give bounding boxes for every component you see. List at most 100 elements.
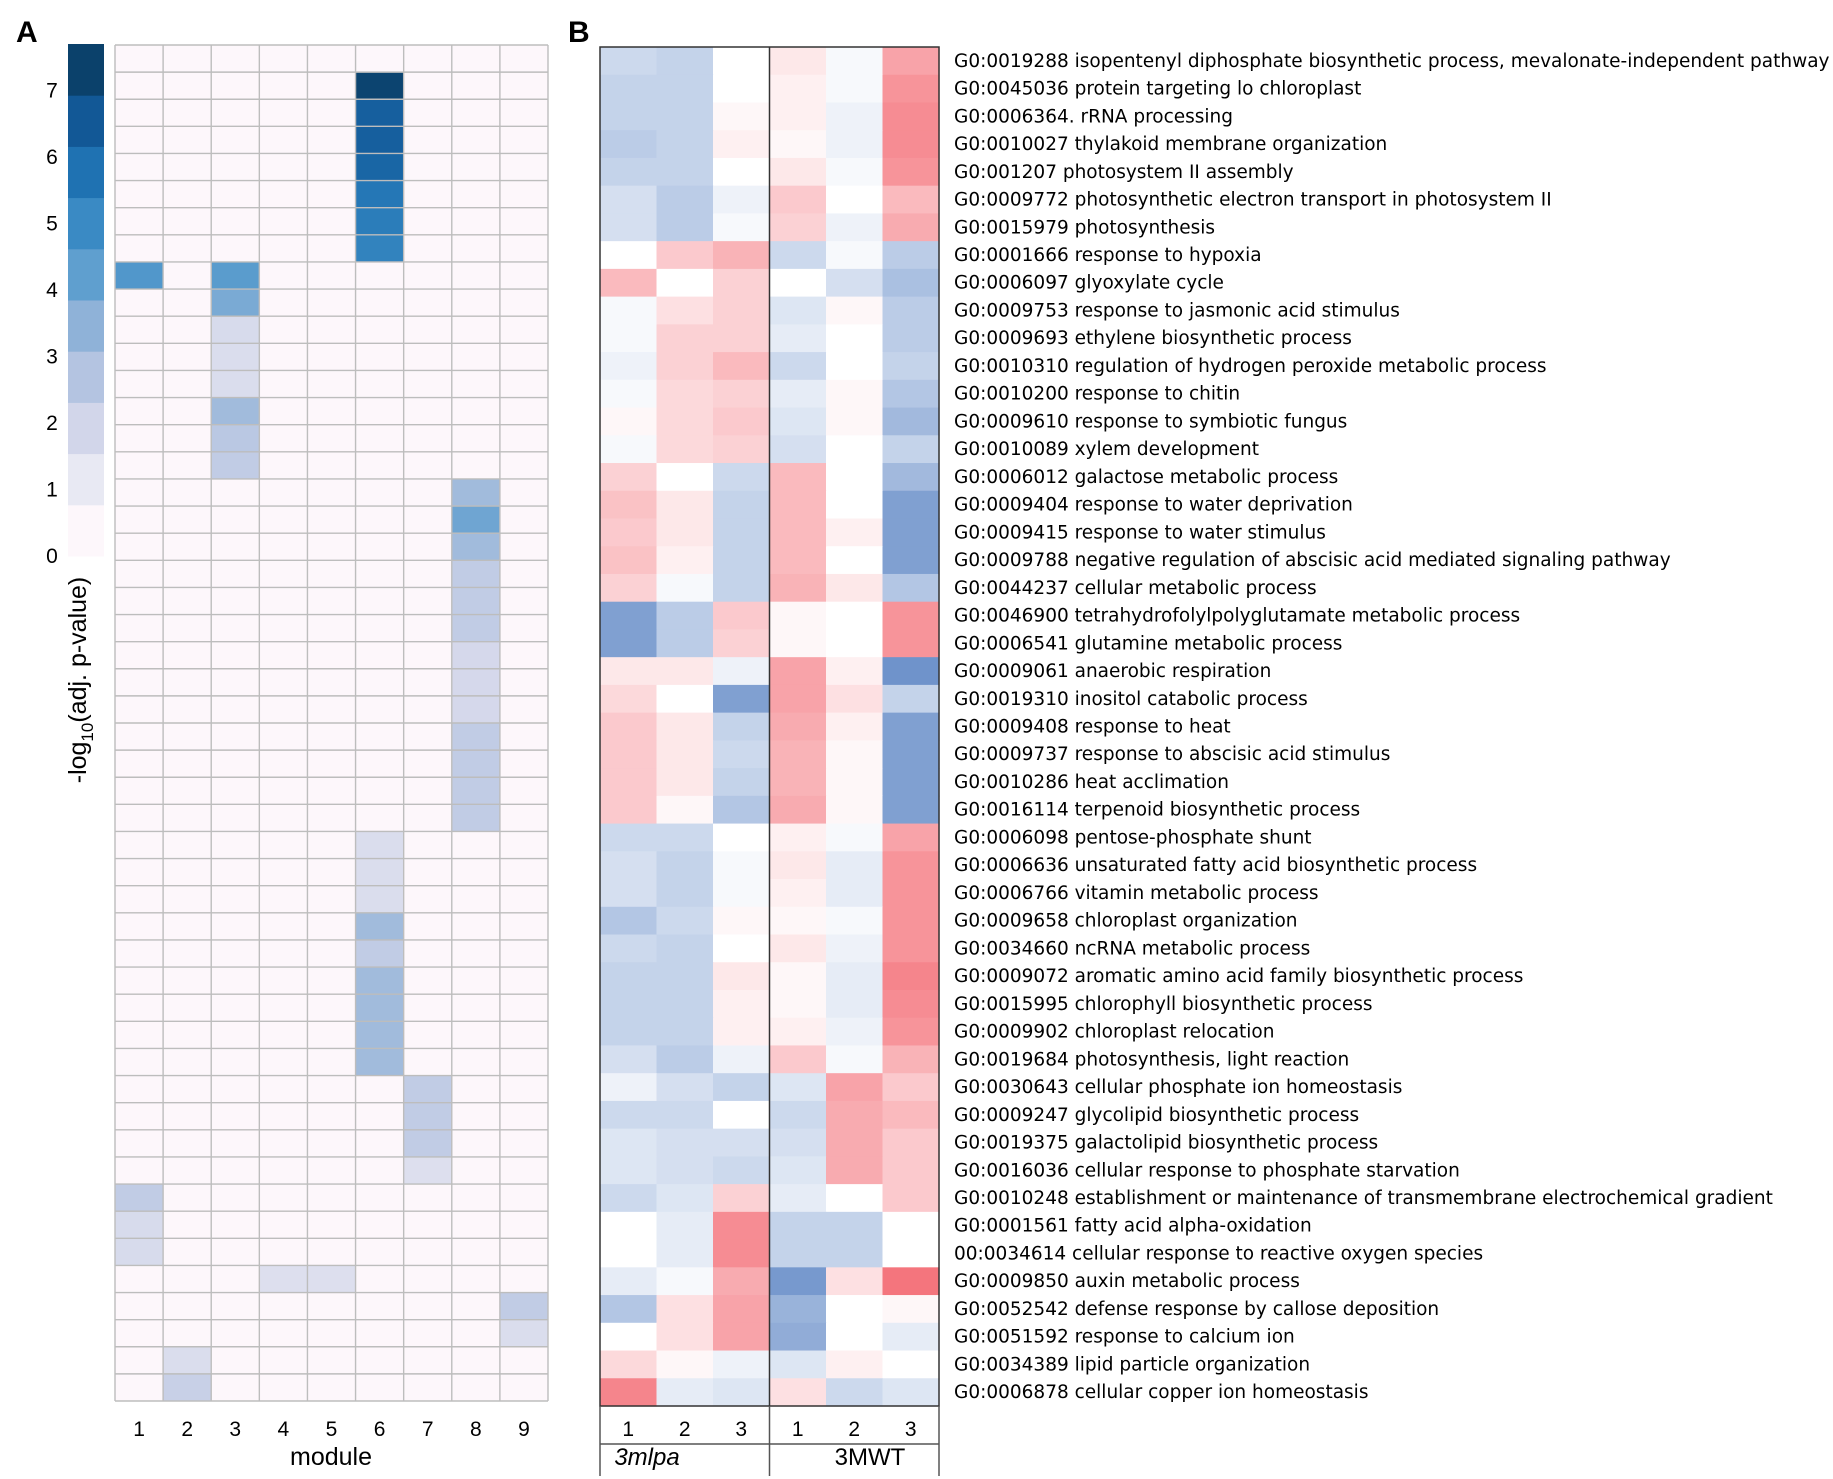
go-term-cell <box>826 962 884 991</box>
module-cell <box>451 560 500 588</box>
go-term-cell <box>656 629 714 658</box>
go-term-cell <box>882 435 940 464</box>
go-term-cell <box>882 1017 940 1047</box>
go-term-cell <box>882 989 940 1019</box>
module-cell <box>451 478 500 507</box>
go-term-cell <box>769 629 827 658</box>
go-term-cell <box>713 102 771 131</box>
panel-b-heatmap <box>599 46 940 1407</box>
module-cell <box>355 967 404 995</box>
go-term-cell <box>769 157 827 187</box>
go-term-label: G0:0051592 response to calcium ion <box>954 1327 1295 1348</box>
go-term-label: G0:0009753 response to jasmonic acid sti… <box>954 300 1400 321</box>
go-term-cell <box>600 601 658 631</box>
go-term-cell <box>769 1073 827 1102</box>
go-term-cell <box>826 906 884 936</box>
go-term-cell <box>826 102 884 131</box>
go-term-cell <box>656 989 714 1019</box>
colorbar-segment <box>68 248 104 301</box>
sample-column-label: 1 <box>622 1418 634 1441</box>
go-term-cell <box>769 407 827 436</box>
go-term-cell <box>713 1267 771 1296</box>
go-term-cell <box>826 47 884 76</box>
go-term-cell <box>600 1295 658 1324</box>
colorbar-segment <box>68 453 104 506</box>
go-term-cell <box>882 379 940 409</box>
go-term-cell <box>600 934 658 963</box>
go-term-cell <box>600 657 658 686</box>
go-term-cell <box>826 1350 884 1379</box>
go-term-cell <box>769 851 827 880</box>
module-cell <box>451 587 500 615</box>
go-term-cell <box>769 546 827 575</box>
go-term-cell <box>713 934 771 963</box>
go-term-cell <box>656 241 714 270</box>
go-term-cell <box>882 1128 940 1157</box>
go-term-label: G0:0015995 chlorophyll biosynthetic proc… <box>954 994 1372 1015</box>
go-term-cell <box>656 102 714 131</box>
go-term-cell <box>769 1295 827 1324</box>
go-term-cell <box>656 1239 714 1268</box>
module-cell <box>355 1021 404 1049</box>
module-cell <box>307 1265 356 1293</box>
go-term-cell <box>769 989 827 1019</box>
go-term-label: G0:0009788 negative regulation of abscis… <box>954 550 1671 571</box>
go-term-cell <box>769 1322 827 1352</box>
module-tick-label: 8 <box>470 1418 482 1441</box>
go-term-cell <box>656 1073 714 1102</box>
go-term-cell <box>882 1184 940 1213</box>
go-term-cell <box>826 130 884 159</box>
go-term-cell <box>826 74 884 104</box>
go-term-cell <box>713 657 771 686</box>
module-tick-label: 1 <box>133 1418 145 1441</box>
go-term-cell <box>769 906 827 936</box>
go-term-cell <box>769 352 827 381</box>
go-term-cell <box>769 823 827 852</box>
go-term-cell <box>882 962 940 991</box>
go-term-cell <box>769 962 827 991</box>
go-term-cell <box>656 823 714 852</box>
panel-a-ylabel: -log10(adj. p-value) <box>64 577 97 784</box>
go-term-label: G0:0009693 ethylene biosynthetic process <box>954 328 1352 349</box>
go-term-cell <box>882 102 940 131</box>
go-term-cell <box>656 1350 714 1379</box>
go-term-cell <box>600 851 658 880</box>
go-term-cell <box>600 1239 658 1268</box>
go-term-cell <box>713 795 771 825</box>
go-term-cell <box>600 1378 658 1407</box>
go-term-cell <box>713 1295 771 1324</box>
colorbar <box>68 44 104 557</box>
module-cell <box>211 289 260 317</box>
module-tick-label: 5 <box>326 1418 338 1441</box>
go-term-cell <box>713 879 771 908</box>
go-term-cell <box>769 518 827 547</box>
go-term-cell <box>882 1267 940 1296</box>
module-cell <box>403 1129 452 1157</box>
go-term-cell <box>656 795 714 825</box>
go-term-cell <box>713 1128 771 1157</box>
go-term-cell <box>769 601 827 631</box>
go-term-cell <box>656 185 714 215</box>
go-term-label: G0:0045036 protein targeting lo chloropl… <box>954 79 1361 100</box>
go-term-cell <box>600 268 658 298</box>
go-term-cell <box>600 102 658 131</box>
go-term-cell <box>826 934 884 963</box>
ylabel-part-1: -log <box>64 742 92 784</box>
go-term-cell <box>713 989 771 1019</box>
go-term-label: G0:001207 photosystem II assembly <box>954 162 1294 183</box>
go-term-cell <box>600 296 658 325</box>
go-term-cell <box>713 435 771 464</box>
module-cell <box>451 695 500 723</box>
go-term-cell <box>826 185 884 215</box>
module-cell <box>355 153 404 181</box>
go-term-cell <box>882 546 940 575</box>
go-term-cell <box>713 712 771 741</box>
go-term-cell <box>656 1017 714 1047</box>
go-term-cell <box>600 47 658 76</box>
go-term-cell <box>713 463 771 492</box>
go-term-label: G0:0010089 xylem development <box>954 439 1259 460</box>
go-term-cell <box>656 657 714 686</box>
go-term-label: G0:0006012 galactose metabolic process <box>954 467 1338 488</box>
module-cell <box>355 234 404 262</box>
module-cell <box>163 1373 212 1401</box>
